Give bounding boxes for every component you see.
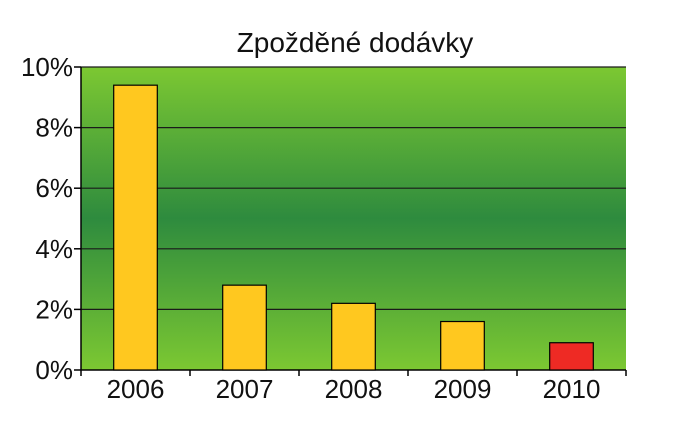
bar-2006 xyxy=(113,84,158,371)
chart-title: Zpožděné dodávky xyxy=(237,27,474,58)
y-tick-label: 4% xyxy=(35,234,73,264)
y-tick-label: 2% xyxy=(35,294,73,324)
plot-area: 0% 2% 4% 6% 8% 10% 2006 2007 2008 2009 2010 xyxy=(21,52,627,404)
x-tick-label: 2007 xyxy=(216,374,274,404)
x-tick-label: 2008 xyxy=(325,374,383,404)
bar-2007 xyxy=(222,284,267,371)
bar-2010 xyxy=(549,342,594,371)
x-tick-label: 2009 xyxy=(434,374,492,404)
bar-2009 xyxy=(440,320,485,371)
y-tick-label: 6% xyxy=(35,173,73,203)
y-tick-label: 0% xyxy=(35,355,73,385)
y-tick-label: 10% xyxy=(21,52,73,82)
y-tick-label: 8% xyxy=(35,113,73,143)
x-tick-label: 2006 xyxy=(107,374,165,404)
x-tick-label: 2010 xyxy=(543,374,601,404)
bar-2008 xyxy=(331,302,376,371)
